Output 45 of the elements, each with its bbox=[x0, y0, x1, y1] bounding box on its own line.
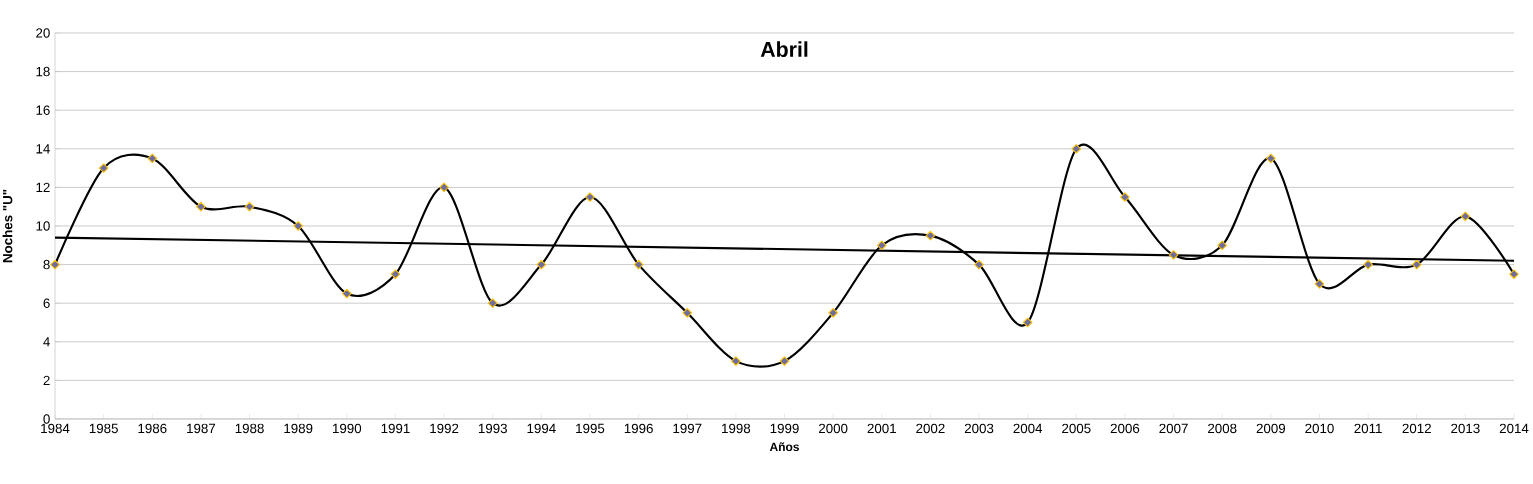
x-tick-label: 2007 bbox=[1159, 423, 1188, 434]
x-tick-label: 2006 bbox=[1110, 423, 1140, 434]
x-tick-label: 1991 bbox=[381, 423, 410, 434]
y-tick-label: 0 bbox=[43, 414, 50, 424]
y-tick-label: 14 bbox=[36, 144, 50, 154]
y-tick-label: 12 bbox=[36, 182, 50, 193]
x-tick-label: 1988 bbox=[235, 423, 264, 434]
x-tick-label: 2000 bbox=[818, 423, 848, 434]
x-tick-label: 1993 bbox=[478, 423, 507, 434]
x-tick-label: 1986 bbox=[138, 423, 167, 434]
y-tick-label: 20 bbox=[36, 28, 50, 38]
x-tick-label: 2012 bbox=[1402, 423, 1431, 434]
x-tick-label: 2013 bbox=[1451, 423, 1480, 434]
x-tick-label: 1996 bbox=[624, 423, 653, 434]
x-tick-label: 1990 bbox=[333, 423, 362, 434]
x-tick-label: 1998 bbox=[722, 423, 751, 434]
x-tick-label: 1985 bbox=[89, 423, 118, 434]
x-tick-label: 2002 bbox=[916, 423, 945, 434]
y-tick-label: 2 bbox=[43, 375, 50, 386]
x-tick-label: 2010 bbox=[1305, 423, 1334, 434]
x-tick-label: 1992 bbox=[430, 423, 459, 434]
x-tick-label: 2001 bbox=[867, 423, 896, 434]
y-tick-label: 6 bbox=[43, 298, 50, 308]
x-tick-label: 1999 bbox=[770, 423, 799, 434]
x-tick-label: 2008 bbox=[1208, 423, 1237, 434]
y-tick-label: 18 bbox=[36, 66, 50, 77]
x-tick-label: 1997 bbox=[673, 423, 702, 434]
x-tick-label: 1995 bbox=[576, 423, 605, 434]
x-tick-label: 2014 bbox=[1499, 423, 1529, 434]
x-tick-label: 2003 bbox=[964, 423, 994, 434]
y-tick-label: 4 bbox=[43, 337, 50, 347]
y-axis-title: Noches "U" bbox=[2, 189, 13, 263]
chart-title: Abril bbox=[760, 41, 808, 57]
y-tick-label: 8 bbox=[43, 259, 50, 270]
x-tick-label: 2005 bbox=[1062, 423, 1091, 434]
y-tick-label: 10 bbox=[36, 221, 50, 231]
x-tick-label: 2004 bbox=[1013, 423, 1043, 434]
x-tick-label: 1987 bbox=[187, 423, 216, 434]
x-tick-label: 2011 bbox=[1354, 423, 1382, 434]
y-tick-label: 16 bbox=[36, 105, 50, 115]
x-axis-title: Años bbox=[769, 442, 800, 452]
x-tick-label: 2009 bbox=[1256, 423, 1286, 434]
x-tick-label: 1989 bbox=[284, 423, 313, 434]
x-tick-label: 1994 bbox=[527, 423, 556, 434]
x-tick-label: 1984 bbox=[41, 423, 70, 434]
